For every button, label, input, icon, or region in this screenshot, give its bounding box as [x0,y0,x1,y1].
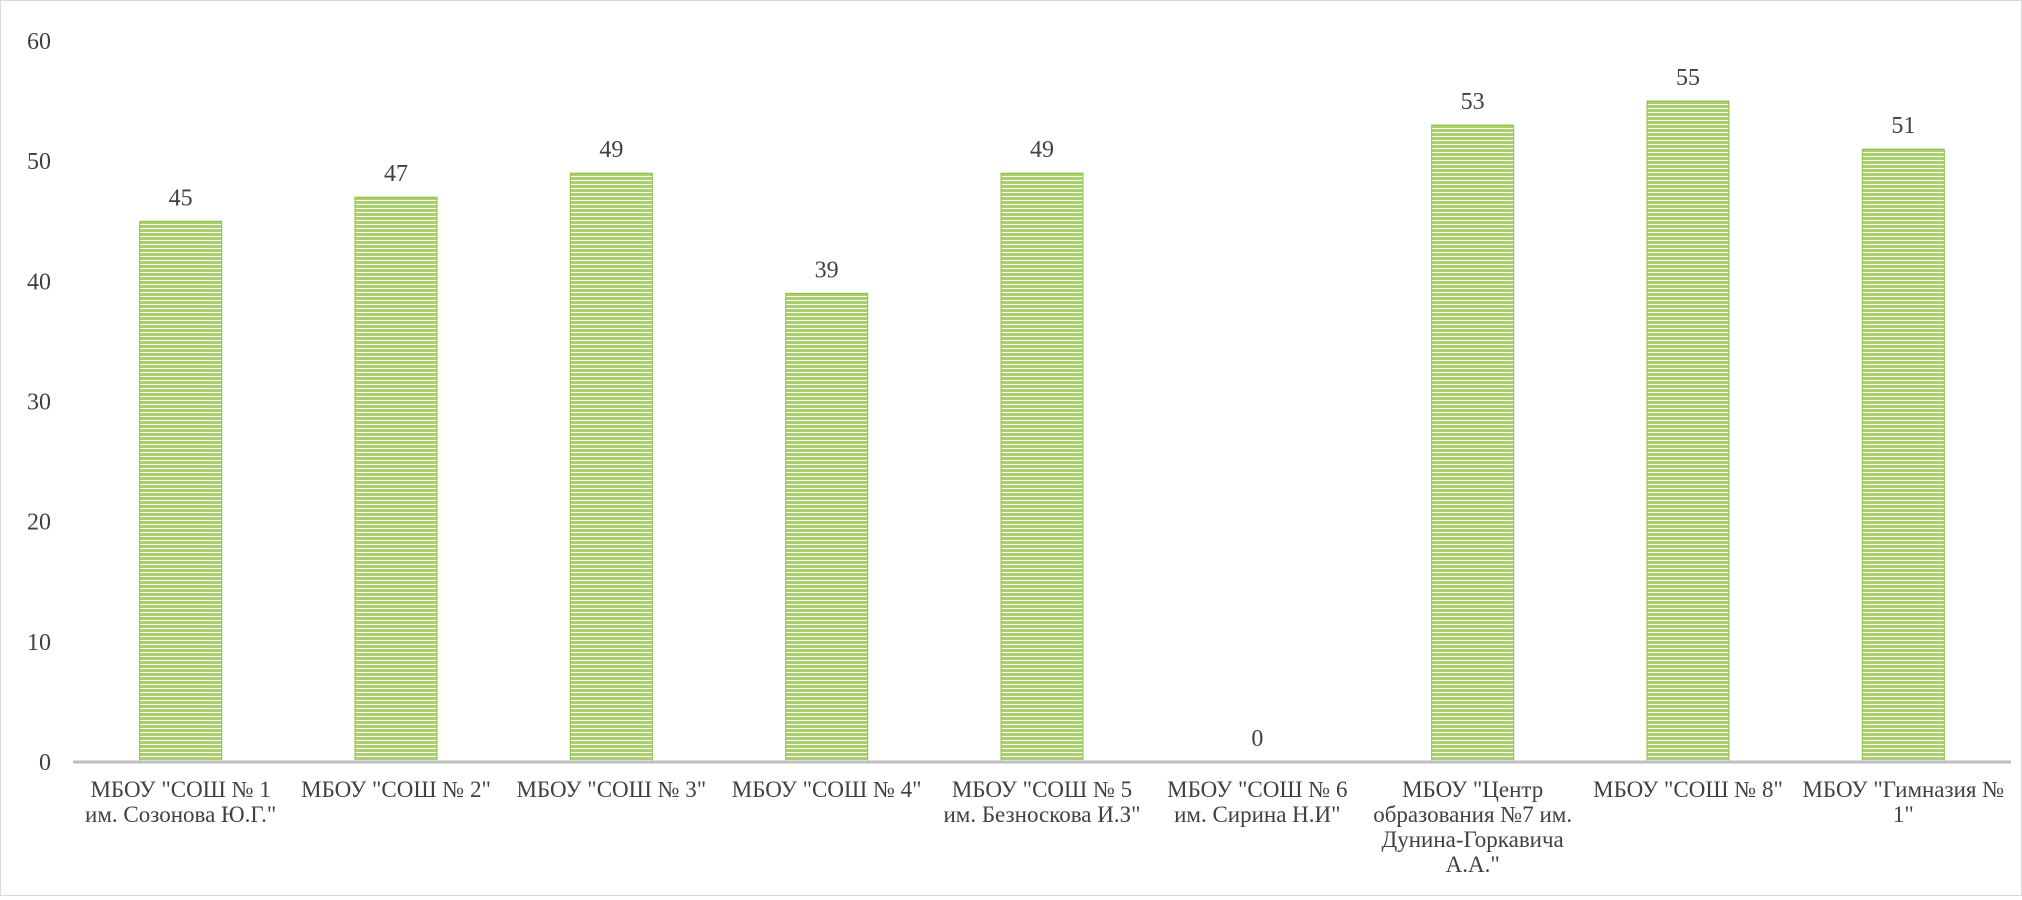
x-tick-label: МБОУ "СОШ № 4" [732,777,922,802]
y-tick-label: 20 [27,510,51,536]
x-axis: МБОУ "СОШ № 1 им. Созонова Ю.Г." МБОУ "СОШ… [73,760,2011,877]
x-tick-label: МБОУ "СОШ № 3" [516,777,706,802]
bar [1000,172,1084,763]
bar [1861,148,1945,763]
bar [1646,100,1730,763]
data-label: 53 [1461,89,1485,115]
x-tick-label: МБОУ "СОШ № 1 им. Созонова Ю.Г." [85,777,276,827]
y-tick-label: 10 [27,630,51,656]
data-label: 49 [599,137,623,163]
y-tick-label: 30 [27,390,51,416]
bar [569,172,653,763]
data-labels: 45 47 49 39 49 0 53 55 51 [169,65,1916,752]
data-label: 0 [1251,726,1263,752]
bars [139,100,1945,763]
bar [354,196,438,763]
bar [139,220,223,763]
x-tick-label: МБОУ "СОШ № 8" [1593,777,1783,802]
data-label: 55 [1676,65,1700,91]
x-tick-label: МБОУ "СОШ № 5 им. Безноскова И.З" [943,777,1140,827]
bar [1431,124,1515,763]
data-label: 49 [1030,137,1054,163]
data-label: 51 [1891,113,1915,139]
y-tick-label: 60 [27,29,51,55]
y-axis: 0 10 20 30 40 50 60 [27,29,51,776]
data-label: 39 [815,257,839,283]
data-label: 47 [384,161,408,187]
y-tick-label: 50 [27,149,51,175]
data-label: 45 [169,185,193,211]
x-tick-label: МБОУ "Центр образования №7 им. Дунина-Горк… [1373,777,1572,877]
x-tick-label: МБОУ "СОШ № 6 им. Сирина Н.И" [1167,777,1347,827]
bar [785,292,869,763]
x-tick-label: МБОУ "СОШ № 2" [301,777,491,802]
x-tick-label: МБОУ "Гимназия № 1" [1802,777,2004,827]
y-tick-label: 40 [27,269,51,295]
y-tick-label: 0 [39,750,51,776]
